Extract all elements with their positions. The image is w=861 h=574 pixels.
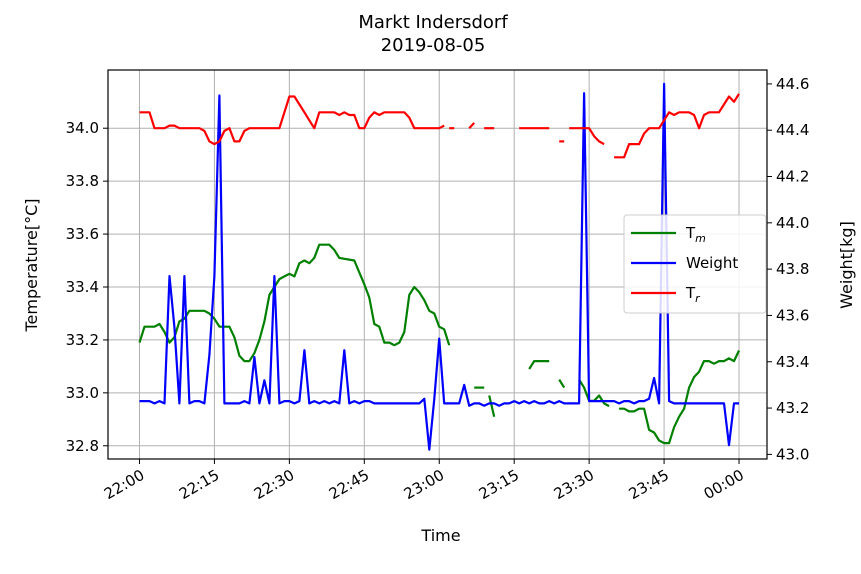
series-layer — [138, 82, 740, 451]
legend: Tm Weight Tr — [623, 214, 767, 314]
y-left-tick-label: 33.2 — [66, 331, 99, 349]
x-axis: 22:00 22:15 22:30 22:45 23:00 23:15 23:30 23:45… — [101, 459, 747, 503]
series-line-weight — [139, 82, 739, 451]
series-line-tr — [468, 122, 476, 129]
series-line-tm — [558, 379, 566, 389]
y-left-tick-label: 34.0 — [66, 119, 99, 137]
y-right-tick-label: 44.2 — [776, 168, 809, 186]
y-axis-right: 43.0 43.2 43.4 43.6 43.8 44.0 44.2 44.4 44.6 — [767, 75, 809, 463]
y-right-tick-label: 43.0 — [776, 445, 809, 463]
x-tick-label: 22:15 — [176, 466, 222, 503]
x-tick-label: 22:00 — [101, 466, 147, 503]
y-left-tick-label: 32.8 — [66, 437, 99, 455]
y-axis-left: 32.8 33.0 33.2 33.4 33.6 33.8 34.0 — [66, 119, 108, 455]
x-tick-label: 23:30 — [551, 466, 597, 503]
y-right-tick-label: 44.4 — [776, 121, 809, 139]
x-tick-label: 22:45 — [326, 466, 372, 503]
y-left-tick-label: 33.6 — [66, 225, 99, 243]
y-axis-left-label: Temperature[°C] — [22, 198, 41, 332]
y-right-tick-label: 43.2 — [776, 399, 809, 417]
y-left-tick-label: 33.0 — [66, 384, 99, 402]
x-tick-label: 00:00 — [701, 466, 747, 503]
plot-frame — [107, 69, 768, 460]
series-line-tm — [138, 243, 451, 363]
y-left-tick-label: 33.8 — [66, 172, 99, 190]
y-right-tick-label: 44.0 — [776, 214, 809, 232]
y-axis-right-label: Weight[kg] — [837, 221, 856, 309]
chart-subtitle: 2019-08-05 — [381, 35, 486, 56]
x-axis-label: Time — [420, 526, 460, 545]
series-line-tm — [528, 360, 550, 370]
series-line-tr — [569, 127, 605, 146]
x-tick-label: 22:30 — [251, 466, 297, 503]
y-right-tick-label: 44.6 — [776, 75, 809, 93]
x-tick-label: 23:15 — [476, 466, 522, 503]
y-right-tick-label: 43.6 — [776, 306, 809, 324]
x-tick-label: 23:00 — [401, 466, 447, 503]
legend-label: Tm — [685, 224, 706, 245]
series-line-tr — [139, 95, 445, 146]
series-line-tm — [619, 350, 740, 445]
y-right-tick-label: 43.4 — [776, 353, 809, 371]
x-tick-label: 23:45 — [626, 466, 672, 503]
series-line-tm — [488, 395, 496, 417]
chart-title: Markt Indersdorf — [358, 12, 508, 33]
legend-box — [623, 214, 767, 314]
series-line-tr — [614, 93, 740, 159]
legend-label: Weight — [686, 254, 738, 272]
y-left-tick-label: 33.4 — [66, 278, 99, 296]
legend-label: Tr — [685, 284, 701, 305]
y-right-tick-label: 43.8 — [776, 260, 809, 278]
